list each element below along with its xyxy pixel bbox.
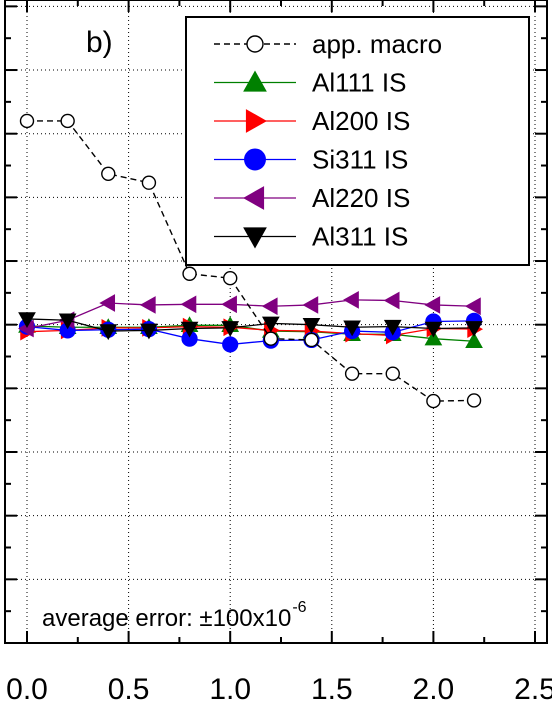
- data-point: [304, 332, 319, 348]
- legend-marker: [242, 186, 265, 210]
- data-point: [261, 316, 280, 333]
- legend-entry: app. macro: [214, 29, 442, 59]
- annotation-exponent: -6: [292, 599, 306, 616]
- data-point: [99, 294, 116, 312]
- x-tick-label: 1.0: [209, 673, 251, 706]
- legend-box: [185, 16, 530, 266]
- data-point: [424, 329, 443, 346]
- data-point: [140, 323, 158, 340]
- average-error-annotation: average error: ±100x10 -6: [42, 599, 307, 632]
- legend-marker: [246, 35, 264, 53]
- data-point: [99, 324, 118, 341]
- legend-label: app. macro: [312, 29, 442, 59]
- data-point: [261, 297, 278, 316]
- data-point: [60, 113, 75, 129]
- data-point: [343, 291, 359, 309]
- data-point: [302, 317, 321, 334]
- data-point: [19, 113, 35, 129]
- data-point: [424, 321, 443, 338]
- x-tick-label: 0.5: [108, 673, 150, 706]
- data-point: [222, 271, 238, 286]
- data-point: [343, 320, 361, 337]
- legend-entry: Si311 IS: [214, 145, 408, 175]
- legend-label: Si311 IS: [312, 145, 408, 175]
- series-line: [26, 299, 475, 330]
- legend-label: Al200 IS: [312, 106, 410, 136]
- plot-frame: [4, 0, 548, 644]
- series-app-macro: [19, 113, 482, 409]
- data-point: [58, 313, 77, 330]
- legend-marker: [244, 148, 266, 171]
- legend-marker: [245, 109, 268, 133]
- axis-ticks: [5, 0, 547, 644]
- panel-label: b): [86, 26, 113, 59]
- series-line: [26, 318, 475, 332]
- legend-label: Al111 IS: [312, 68, 406, 98]
- legend-entry: Al311 IS: [214, 222, 408, 252]
- series-al200-is: [20, 317, 484, 345]
- legend-entry: Al220 IS: [214, 183, 410, 213]
- data-point: [383, 319, 402, 336]
- data-point: [180, 295, 197, 314]
- data-point: [263, 331, 279, 346]
- data-point: [180, 321, 199, 338]
- data-point: [383, 291, 400, 310]
- data-point: [465, 321, 483, 337]
- data-point: [222, 336, 239, 353]
- data-point: [101, 166, 116, 182]
- data-point: [344, 366, 360, 381]
- x-tick-label: 0.0: [6, 673, 48, 706]
- data-point: [465, 297, 481, 316]
- series-line: [27, 120, 475, 402]
- x-tick-labels: 0.0 0.5 1.0 1.5 2.0 2.5: [6, 673, 552, 706]
- series-al311-is: [18, 312, 483, 341]
- x-tick-label: 2.0: [413, 673, 455, 706]
- legend-label: Al311 IS: [312, 222, 408, 252]
- data-point: [141, 175, 157, 190]
- data-point: [385, 366, 400, 381]
- x-tick-label: 1.5: [311, 673, 353, 706]
- legend: app. macro Al111 IS Al200 IS Si311 IS Al220 …: [185, 16, 530, 266]
- annotation-text: average error: ±100x10: [42, 605, 291, 632]
- data-point: [139, 296, 156, 314]
- data-point: [18, 312, 36, 328]
- data-point: [424, 296, 441, 314]
- data-point: [221, 321, 240, 337]
- data-point: [182, 266, 197, 281]
- legend-entry: Al111 IS: [214, 68, 406, 98]
- legend-marker: [243, 70, 267, 92]
- legend-marker: [243, 227, 267, 249]
- legend-entry: Al200 IS: [214, 106, 410, 136]
- legend-label: Al220 IS: [312, 183, 410, 213]
- data-point: [426, 393, 441, 409]
- data-point: [466, 393, 482, 408]
- data-point: [302, 296, 319, 314]
- data-point: [465, 332, 483, 348]
- x-tick-label: 2.5: [514, 673, 552, 706]
- data-series: [17, 113, 484, 409]
- data-point: [221, 295, 237, 314]
